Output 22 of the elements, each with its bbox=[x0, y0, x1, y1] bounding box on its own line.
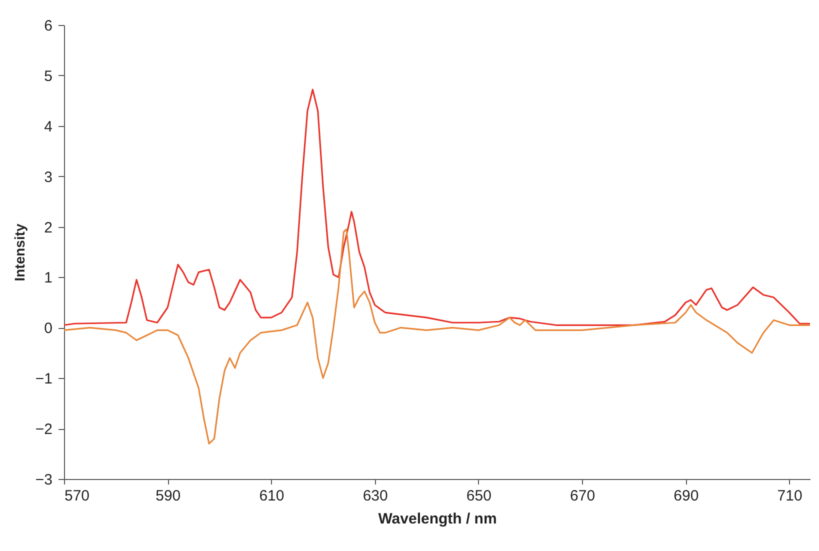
y-axis-title: Intensity bbox=[11, 224, 28, 282]
x-tick-label: 710 bbox=[777, 488, 802, 504]
x-tick-label: 610 bbox=[259, 488, 284, 504]
line-series bbox=[64, 88, 810, 326]
y-tick-label: 4 bbox=[44, 118, 52, 136]
x-tick-label: 670 bbox=[570, 488, 596, 504]
x-tick-label: 590 bbox=[156, 488, 181, 504]
y-tick-label: 3 bbox=[44, 168, 52, 186]
y-tick-label: −1 bbox=[35, 370, 52, 388]
y-tick-label: 5 bbox=[44, 68, 52, 85]
y-tick-label: 6 bbox=[44, 18, 52, 34]
x-axis-title: Wavelength / nm bbox=[378, 510, 497, 528]
y-tick-label: 2 bbox=[44, 219, 52, 236]
x-tick-label: 570 bbox=[64, 488, 90, 504]
y-tick-label: −3 bbox=[35, 472, 52, 488]
x-tick-label: 690 bbox=[674, 488, 699, 504]
y-tick-label: 0 bbox=[44, 320, 52, 338]
y-tick-label: −2 bbox=[35, 421, 52, 438]
x-tick-label: 650 bbox=[466, 488, 492, 504]
line-series bbox=[64, 228, 810, 444]
y-tick-label: 1 bbox=[44, 270, 52, 287]
x-tick-label: 630 bbox=[362, 488, 388, 504]
